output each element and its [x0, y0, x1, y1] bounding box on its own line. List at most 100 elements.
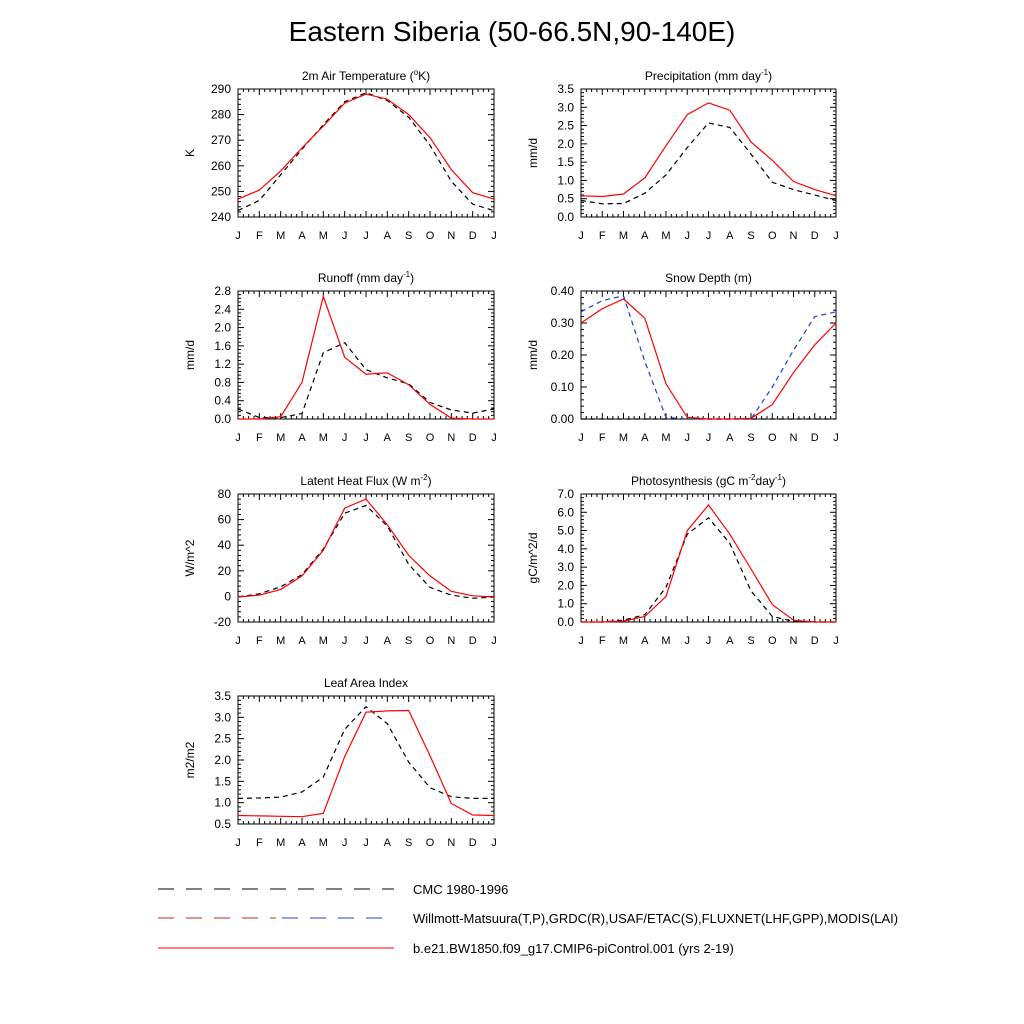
plot-frame: [237, 88, 495, 218]
panel-title: Snow Depth (m): [665, 271, 752, 285]
x-tick-label: O: [426, 837, 435, 849]
y-tick-label: 40: [218, 538, 232, 552]
y-axis-label: m2/m2: [183, 741, 197, 778]
x-tick-label: A: [298, 230, 306, 242]
y-tick-label: 0.5: [214, 817, 231, 831]
x-tick-label: J: [706, 635, 712, 647]
panel-title: 2m Air Temperature (oK): [302, 68, 430, 83]
y-tick-label: 290: [211, 82, 231, 96]
y-tick-label: 0.5: [557, 192, 574, 206]
x-tick-label: M: [319, 432, 328, 444]
x-tick-label: A: [641, 432, 649, 444]
x-tick-label: N: [790, 635, 798, 647]
y-tick-label: 0.0: [557, 615, 574, 629]
panel-title: Photosynthesis (gC m-2day-1): [631, 473, 786, 488]
y-tick-label: 2.5: [557, 119, 574, 133]
y-tick-label: 0.00: [551, 412, 575, 426]
x-tick-label: M: [319, 837, 328, 849]
plot-frame: [237, 493, 495, 623]
y-tick-label: 3.0: [557, 560, 574, 574]
x-tick-label: J: [833, 432, 839, 444]
y-tick-label: 1.0: [557, 173, 574, 187]
y-axis-label: K: [183, 149, 197, 157]
x-tick-label: J: [578, 635, 584, 647]
panel-4: Latent Heat Flux (W m-2)J F M A M J J A S O N D J-20…: [183, 473, 497, 647]
y-tick-label: 2.0: [214, 321, 231, 335]
x-tick-label: S: [405, 432, 412, 444]
y-tick-label: 250: [211, 184, 231, 198]
series-line-0: [581, 516, 836, 623]
y-tick-label: 7.0: [557, 487, 574, 501]
plot-frame: [237, 290, 495, 420]
x-tick-label: M: [276, 837, 285, 849]
x-tick-label: M: [619, 635, 628, 647]
x-tick-label: J: [235, 230, 241, 242]
x-tick-label: J: [685, 230, 691, 242]
y-tick-label: 270: [211, 133, 231, 147]
x-tick-label: J: [833, 230, 839, 242]
y-tick-label: 1.2: [214, 357, 231, 371]
panel-6: Leaf Area Index J F M A M J J A S O N D J 0.5 1.0 1.5 2.0…: [183, 676, 497, 849]
x-tick-label: N: [790, 230, 798, 242]
series-line-2: [580, 298, 837, 420]
series-line-1: [237, 709, 495, 818]
x-tick-label: A: [298, 432, 306, 444]
y-tick-label: 280: [211, 108, 231, 122]
x-tick-label: S: [747, 432, 754, 444]
y-axis-label: mm/d: [183, 340, 197, 370]
panel-0: 2m Air Temperature (oK) J F M A M J J A S O N D J 240 2…: [183, 68, 497, 242]
y-axis-label: mm/d: [526, 138, 540, 168]
series-line-1: [580, 102, 837, 198]
x-tick-label: S: [405, 635, 412, 647]
y-tick-label: 0.0: [557, 210, 574, 224]
panel-2: Runoff (mm day-1) J F M A M J J A S O N D J 0.0 0.4 0.8 1…: [183, 270, 497, 444]
series-line-0: [237, 341, 495, 419]
x-tick-label: N: [447, 837, 455, 849]
x-tick-label: D: [469, 635, 477, 647]
x-tick-label: D: [811, 230, 819, 242]
series-line-0: [237, 705, 494, 800]
x-tick-label: N: [790, 432, 798, 444]
y-tick-label: 240: [211, 210, 231, 224]
y-tick-label: 20: [218, 564, 232, 578]
x-tick-label: J: [491, 432, 497, 444]
x-tick-label: M: [619, 432, 628, 444]
x-tick-label: F: [256, 837, 263, 849]
x-tick-label: A: [726, 635, 734, 647]
x-tick-label: J: [491, 230, 497, 242]
x-tick-label: D: [811, 635, 819, 647]
x-tick-label: A: [641, 230, 649, 242]
x-tick-label: J: [342, 837, 348, 849]
x-tick-label: N: [447, 432, 455, 444]
panel-title: Runoff (mm day-1): [318, 270, 414, 285]
x-tick-label: M: [319, 230, 328, 242]
x-tick-label: M: [276, 230, 285, 242]
x-tick-label: F: [599, 230, 606, 242]
x-tick-label: M: [319, 635, 328, 647]
panel-5: Photosynthesis (gC m-2day-1)J F M A M J J A S O N D…: [526, 473, 839, 647]
x-tick-label: J: [342, 230, 348, 242]
x-tick-label: F: [599, 635, 606, 647]
x-tick-label: J: [685, 432, 691, 444]
y-tick-label: 0.4: [214, 394, 231, 408]
y-tick-label: 0.30: [551, 316, 575, 330]
x-tick-label: A: [726, 230, 734, 242]
series-line-1: [580, 295, 837, 420]
x-tick-label: D: [469, 837, 477, 849]
legend-label-2: b.e21.BW1850.f09_g17.CMIP6-piControl.001…: [413, 941, 734, 956]
x-tick-label: A: [384, 837, 392, 849]
y-axis-label: mm/d: [526, 340, 540, 370]
x-tick-label: N: [447, 230, 455, 242]
y-tick-label: 6.0: [557, 505, 574, 519]
x-tick-label: S: [405, 837, 412, 849]
y-tick-label: 0.40: [551, 284, 575, 298]
series-line-1: [581, 504, 836, 623]
x-tick-label: N: [447, 635, 455, 647]
legend-label-0: CMC 1980-1996: [413, 882, 509, 897]
y-tick-label: 4.0: [557, 542, 574, 556]
y-axis-label: gC/m^2/d: [526, 533, 540, 584]
y-tick-label: 0.20: [551, 348, 575, 362]
series-line-1: [237, 498, 495, 598]
x-tick-label: S: [405, 230, 412, 242]
